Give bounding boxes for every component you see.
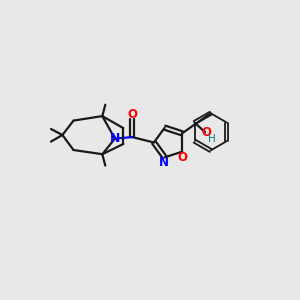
Text: O: O [202, 126, 212, 139]
Text: H: H [208, 134, 216, 144]
Text: O: O [178, 151, 188, 164]
Text: N: N [110, 132, 120, 145]
Text: N: N [159, 156, 169, 169]
Text: O: O [127, 107, 137, 121]
